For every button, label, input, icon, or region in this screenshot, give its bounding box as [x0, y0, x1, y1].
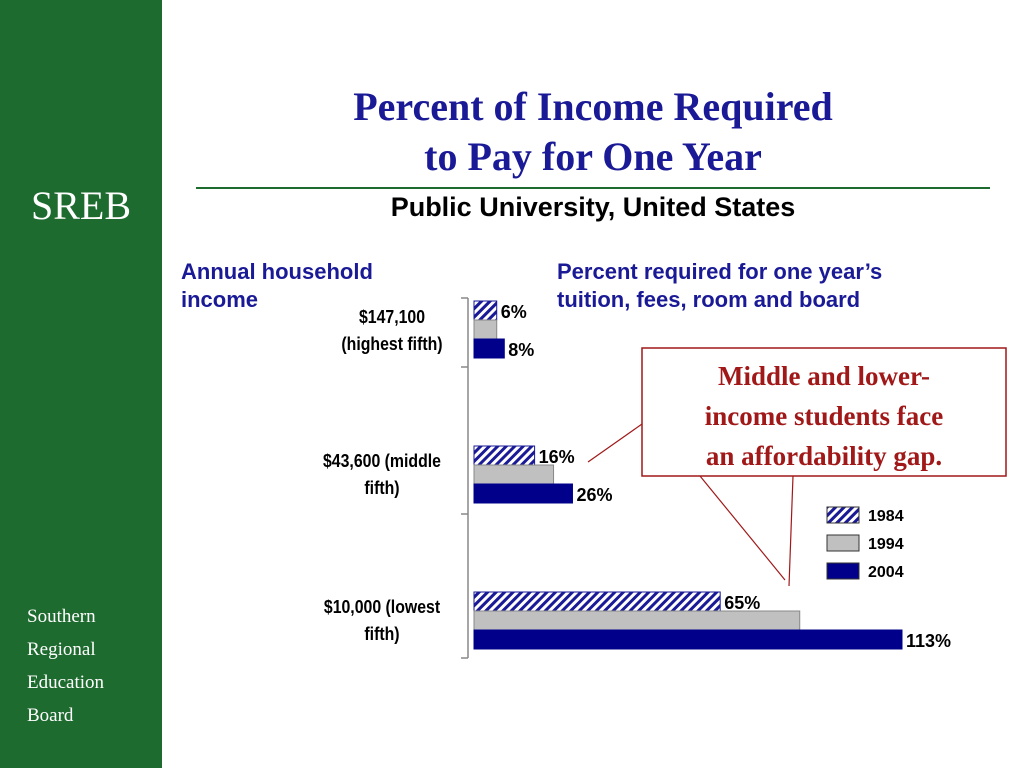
legend-label-1984: 1984: [868, 508, 904, 525]
data-label-1984-cat-2: 16%: [539, 447, 575, 467]
callout-line-1: Middle and lower-: [718, 361, 930, 391]
category-label-highest-line-1: $147,100: [358, 307, 426, 327]
callout-text: Middle and lower- income students face a…: [642, 356, 1006, 476]
bar-2004-cat-1: [473, 338, 505, 359]
title-line-2: to Pay for One Year: [424, 134, 762, 179]
callout-pointer-middle: [587, 423, 643, 463]
category-label-lowest: $10,000 (lowest fifth): [294, 594, 470, 648]
title-divider: [196, 187, 990, 189]
sreb-logo-text: SREB: [30, 183, 132, 228]
category-label-highest-line-2: (highest fifth): [341, 334, 443, 354]
data-label-1984-cat-3: 65%: [724, 593, 760, 613]
legend-swatch-1984: [826, 506, 860, 524]
left-heading-line-1: Annual household: [181, 259, 373, 284]
legend-label-2004: 2004: [868, 564, 904, 581]
callout-pointer-lowest-a: [699, 475, 786, 581]
slide-subtitle: Public University, United States: [390, 192, 796, 222]
bar-2004-cat-2: [473, 483, 573, 504]
bar-1994-cat-1: [473, 319, 498, 340]
org-line-3: Education: [27, 672, 105, 693]
data-label-2004-cat-2: 26%: [576, 485, 612, 505]
right-column-heading: Percent required for one year’s tuition,…: [557, 258, 882, 314]
category-label-highest: $147,100 (highest fifth): [304, 304, 480, 358]
bar-1984-cat-1: [473, 300, 498, 321]
left-heading-line-2: income: [181, 287, 259, 312]
data-label-2004-cat-3: 113%: [906, 631, 951, 651]
right-heading-line-2: tuition, fees, room and board: [557, 287, 861, 312]
sidebar: SREB Southern Regional Education Board: [0, 0, 162, 768]
slide-title: Percent of Income Required to Pay for On…: [196, 82, 990, 182]
bar-1994-cat-2: [473, 464, 555, 485]
category-label-middle-line-1: $43,600 (middle: [322, 451, 441, 471]
category-label-lowest-line-2: fifth): [364, 624, 400, 644]
bar-1984-cat-3: [473, 591, 721, 612]
bar-2004-cat-3: [473, 629, 903, 650]
org-line-4: Board: [27, 705, 74, 726]
category-label-middle-line-2: fifth): [364, 478, 400, 498]
callout-line-2: income students face: [704, 401, 944, 431]
left-column-heading: Annual household income: [181, 258, 373, 314]
category-label-middle: $43,600 (middle fifth): [294, 448, 470, 502]
organization-name: Southern Regional Education Board: [27, 600, 104, 732]
title-line-1: Percent of Income Required: [353, 84, 833, 129]
chart-legend: 1984 1994 2004: [826, 506, 904, 581]
legend-swatch-2004: [826, 562, 860, 580]
data-label-2004-cat-1: 8%: [508, 340, 534, 360]
legend-label-1994: 1994: [868, 536, 904, 553]
bar-1994-cat-3: [473, 610, 801, 631]
callout-box: [641, 347, 1007, 477]
category-label-lowest-line-1: $10,000 (lowest: [323, 597, 441, 617]
legend-swatch-1994: [826, 534, 860, 552]
bar-1984-cat-2: [473, 445, 536, 466]
callout-pointer-lowest-b: [788, 475, 794, 587]
data-label-1984-cat-1: 6%: [501, 302, 527, 322]
right-heading-line-1: Percent required for one year’s: [557, 259, 883, 284]
callout-line-3: an affordability gap.: [705, 441, 943, 471]
org-line-2: Regional: [27, 639, 96, 660]
org-line-1: Southern: [27, 606, 96, 627]
